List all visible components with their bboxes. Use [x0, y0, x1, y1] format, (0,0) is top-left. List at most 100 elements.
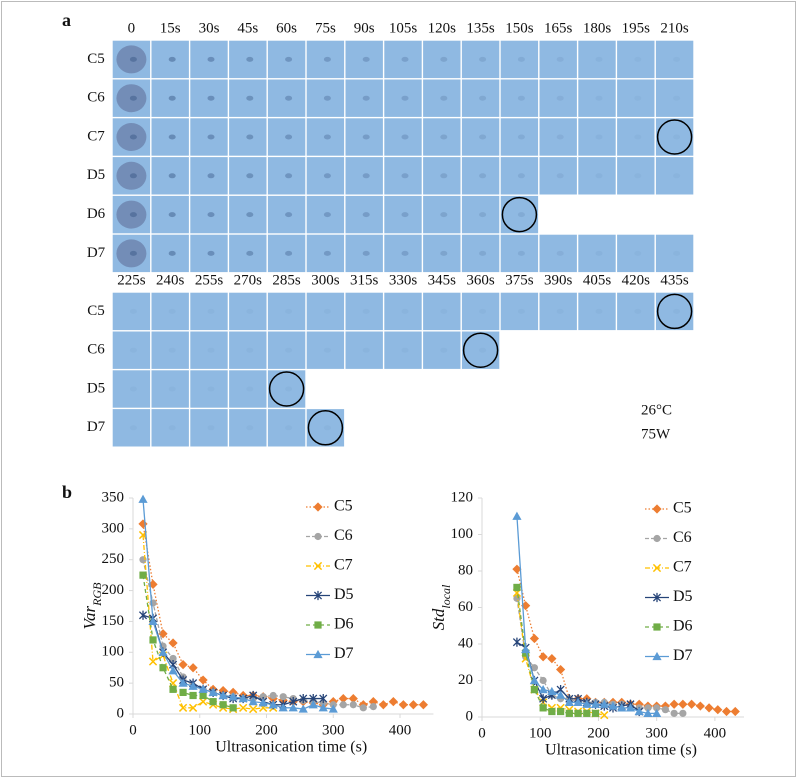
frame-cell [423, 157, 461, 195]
frame-cell [578, 79, 616, 117]
end-marker [462, 332, 499, 368]
marker [547, 654, 557, 664]
frame-cell [384, 40, 422, 79]
marker [539, 694, 548, 704]
sample-speck [517, 250, 525, 256]
frame-cell [617, 79, 655, 117]
sample-speck [634, 250, 642, 256]
sample-speck [207, 250, 215, 256]
marker [168, 666, 178, 675]
time-label: 345s [428, 272, 457, 288]
sample-speck [440, 212, 448, 218]
marker [278, 703, 288, 712]
marker [308, 700, 318, 709]
row-label: D5 [87, 380, 105, 396]
sample-speck [517, 212, 525, 218]
frame-cell [384, 79, 422, 117]
sample-speck [207, 95, 215, 101]
y-axis-title-main: Var [80, 605, 99, 629]
marker [188, 663, 198, 673]
marker [209, 698, 217, 706]
sample-speck [129, 347, 137, 353]
marker [189, 691, 197, 700]
marker [512, 564, 522, 574]
frame-cell [345, 234, 383, 273]
sample-speck [479, 95, 487, 101]
marker [139, 571, 147, 579]
sample-speck [168, 347, 176, 353]
frame-cell [112, 409, 151, 447]
frame-cell [190, 79, 228, 117]
marker [539, 704, 547, 712]
sample-speck [595, 308, 603, 314]
sample-speck [634, 56, 642, 62]
time-label: 435s [660, 272, 689, 288]
marker [661, 706, 670, 714]
marker [179, 688, 187, 696]
frame-cell [423, 195, 461, 234]
frame-cell [229, 370, 267, 408]
x-axis-title: Ultrasonication time (s) [215, 739, 367, 756]
end-marker [656, 119, 693, 155]
time-label: 255s [195, 272, 224, 288]
y-axis-title-sub: RGB [90, 582, 104, 607]
frame-cell [190, 40, 228, 79]
frame-cell [229, 79, 267, 117]
time-label: 330s [389, 272, 418, 288]
time-label: 75s [315, 20, 336, 36]
y-axis-title-sub: local [439, 584, 453, 609]
legend-marker [313, 561, 323, 571]
sample-speck [517, 56, 525, 62]
sample-speck [129, 173, 137, 179]
x-axis-title: Ultrasonication time (s) [545, 742, 697, 759]
sample-speck [129, 56, 137, 62]
sample-speck [246, 95, 254, 101]
marker [178, 660, 188, 670]
marker [704, 703, 714, 713]
marker [208, 687, 218, 696]
frame-cell [229, 157, 267, 195]
sample-speck [285, 425, 293, 431]
marker [169, 654, 177, 663]
row-label: C5 [87, 51, 105, 67]
frame-cell [539, 40, 577, 79]
marker [687, 699, 697, 709]
sample-speck [362, 173, 370, 179]
sample-speck [556, 95, 564, 101]
sample-speck [595, 56, 603, 62]
frame-cell [190, 234, 228, 273]
y-tick-label: 40 [458, 635, 473, 651]
marker [198, 697, 208, 706]
marker [669, 699, 679, 709]
frame-cell [345, 292, 383, 331]
marker [148, 657, 158, 666]
frame-cell [345, 118, 383, 156]
marker [149, 636, 157, 644]
marker [644, 704, 652, 712]
row-label: D5 [87, 167, 105, 183]
sample-speck [323, 425, 331, 431]
y-tick-label: 350 [102, 489, 125, 505]
frame-cell [190, 195, 228, 234]
marker [298, 704, 308, 713]
sample-speck [168, 308, 176, 314]
marker [521, 644, 531, 654]
y-tick-label: 120 [451, 489, 474, 505]
sample-speck [285, 308, 293, 314]
marker [678, 699, 688, 709]
marker [529, 633, 539, 644]
end-marker [307, 410, 344, 446]
marker [148, 616, 158, 626]
marker [268, 700, 278, 709]
marker [600, 711, 609, 720]
series-line [516, 587, 596, 714]
frame-cell [306, 40, 345, 79]
marker [188, 681, 198, 690]
sample-speck [246, 56, 254, 62]
sample-speck [362, 250, 370, 256]
marker [178, 703, 188, 712]
legend-label: C7 [673, 559, 692, 576]
marker [617, 703, 627, 712]
legend-label: C7 [334, 557, 353, 574]
